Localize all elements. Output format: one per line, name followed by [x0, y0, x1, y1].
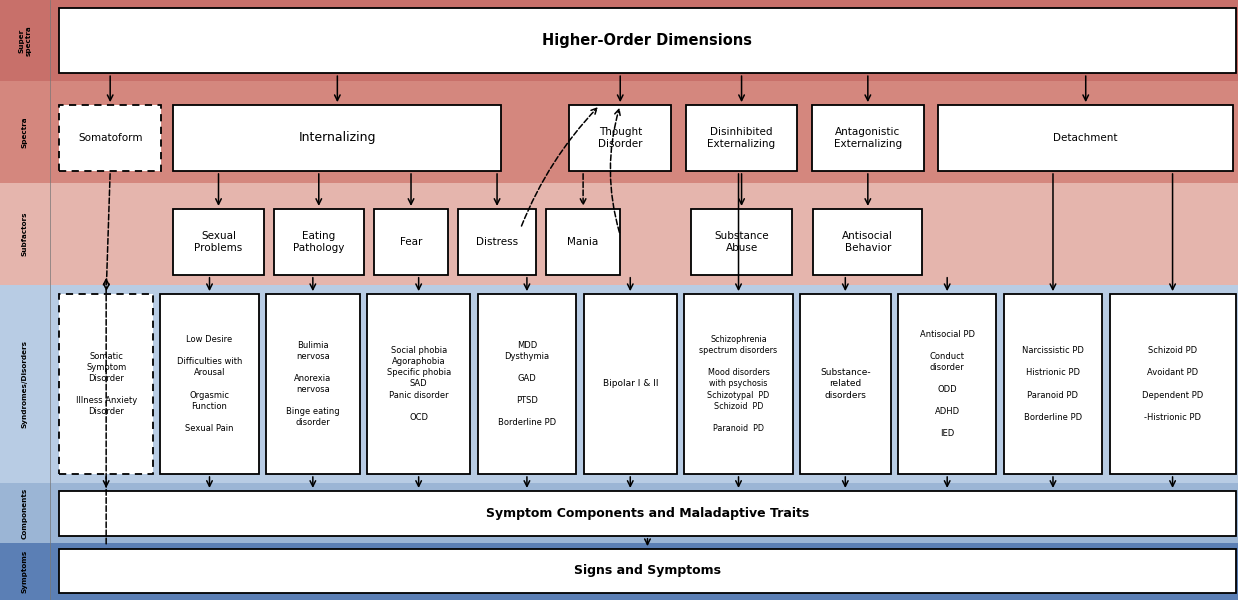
Text: Somatic
Symptom
Disorder

Illness Anxiety
Disorder: Somatic Symptom Disorder Illness Anxiety… — [76, 352, 136, 416]
Text: Super
spectra: Super spectra — [19, 25, 31, 56]
Bar — [0, 0, 1238, 81]
Text: Subfactors: Subfactors — [22, 212, 27, 256]
Text: Schizophrenia
spectrum disorders

Mood disorders
with psychosis
Schizotypal  PD
: Schizophrenia spectrum disorders Mood di… — [699, 335, 777, 433]
FancyBboxPatch shape — [59, 549, 1236, 593]
Text: Narcissistic PD

Histrionic PD

Paranoid PD

Borderline PD: Narcissistic PD Histrionic PD Paranoid P… — [1023, 346, 1084, 422]
FancyBboxPatch shape — [374, 209, 448, 275]
Text: Detachment: Detachment — [1054, 133, 1118, 143]
FancyBboxPatch shape — [685, 294, 792, 474]
FancyBboxPatch shape — [898, 294, 997, 474]
FancyBboxPatch shape — [686, 105, 797, 171]
FancyBboxPatch shape — [59, 294, 152, 474]
Bar — [0, 183, 1238, 285]
FancyBboxPatch shape — [458, 209, 536, 275]
FancyBboxPatch shape — [366, 294, 470, 474]
FancyBboxPatch shape — [813, 209, 922, 275]
Bar — [0, 81, 1238, 183]
Text: Internalizing: Internalizing — [298, 131, 376, 145]
Text: Higher-Order Dimensions: Higher-Order Dimensions — [542, 33, 753, 48]
Text: Disinhibited
Externalizing: Disinhibited Externalizing — [707, 127, 776, 149]
Text: Mania: Mania — [567, 237, 599, 247]
FancyBboxPatch shape — [173, 209, 264, 275]
Text: Substance-
related
disorders: Substance- related disorders — [820, 368, 870, 400]
FancyBboxPatch shape — [583, 294, 677, 474]
FancyBboxPatch shape — [812, 105, 924, 171]
FancyBboxPatch shape — [1109, 294, 1236, 474]
Text: Fear: Fear — [400, 237, 422, 247]
Text: Social phobia
Agoraphobia
Specific phobia
SAD
Panic disorder

OCD: Social phobia Agoraphobia Specific phobi… — [386, 346, 451, 422]
FancyBboxPatch shape — [59, 105, 161, 171]
FancyBboxPatch shape — [173, 105, 501, 171]
Bar — [0, 483, 1238, 543]
Text: MDD
Dysthymia

GAD

PTSD

Borderline PD: MDD Dysthymia GAD PTSD Borderline PD — [498, 341, 556, 427]
Text: Spectra: Spectra — [22, 116, 27, 148]
Text: Distress: Distress — [475, 237, 519, 247]
Text: Low Desire

Difficulties with
Arousal

Orgasmic
Function

Sexual Pain: Low Desire Difficulties with Arousal Org… — [177, 335, 243, 433]
Text: Antagonistic
Externalizing: Antagonistic Externalizing — [833, 127, 903, 149]
Text: Thought
Disorder: Thought Disorder — [598, 127, 643, 149]
Text: Symptoms: Symptoms — [22, 550, 27, 593]
Text: Sexual
Problems: Sexual Problems — [194, 230, 243, 253]
Text: Bulimia
nervosa

Anorexia
nervosa

Binge eating
disorder: Bulimia nervosa Anorexia nervosa Binge e… — [286, 341, 339, 427]
Text: Components: Components — [22, 487, 27, 539]
Text: Substance
Abuse: Substance Abuse — [714, 230, 769, 253]
FancyBboxPatch shape — [59, 491, 1236, 536]
Bar — [0, 543, 1238, 600]
Text: Symptom Components and Maladaptive Traits: Symptom Components and Maladaptive Trait… — [485, 507, 810, 520]
FancyBboxPatch shape — [800, 294, 890, 474]
FancyBboxPatch shape — [274, 209, 364, 275]
Text: Syndromes/Disorders: Syndromes/Disorders — [22, 340, 27, 428]
FancyBboxPatch shape — [160, 294, 259, 474]
FancyBboxPatch shape — [938, 105, 1233, 171]
FancyBboxPatch shape — [59, 8, 1236, 73]
Text: Schizoid PD

Avoidant PD

Dependent PD

-Histrionic PD: Schizoid PD Avoidant PD Dependent PD -Hi… — [1141, 346, 1203, 422]
Text: Bipolar I & II: Bipolar I & II — [603, 379, 659, 389]
FancyBboxPatch shape — [569, 105, 671, 171]
FancyBboxPatch shape — [691, 209, 792, 275]
Bar — [0, 285, 1238, 483]
Text: Antisocial PD

Conduct
disorder

ODD

ADHD

IED: Antisocial PD Conduct disorder ODD ADHD … — [920, 329, 974, 439]
Text: Antisocial
Behavior: Antisocial Behavior — [842, 230, 894, 253]
FancyBboxPatch shape — [1004, 294, 1102, 474]
Text: Eating
Pathology: Eating Pathology — [293, 230, 344, 253]
FancyBboxPatch shape — [546, 209, 620, 275]
Text: Somatoform: Somatoform — [78, 133, 142, 143]
FancyBboxPatch shape — [266, 294, 359, 474]
FancyBboxPatch shape — [478, 294, 576, 474]
Text: Signs and Symptoms: Signs and Symptoms — [574, 565, 721, 577]
